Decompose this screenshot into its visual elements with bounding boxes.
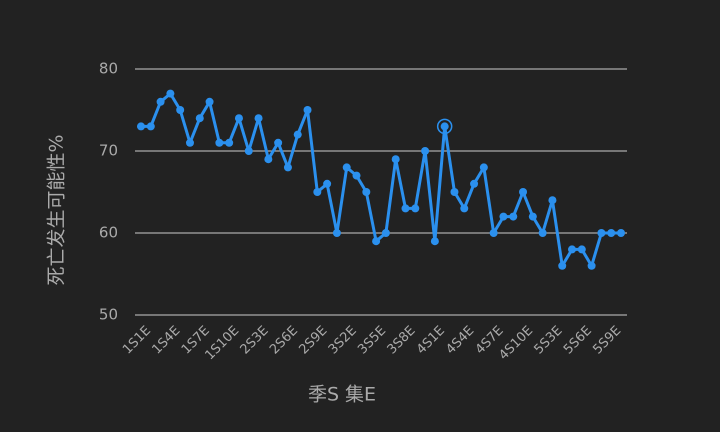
data-point	[607, 229, 616, 237]
data-point	[332, 229, 341, 237]
data-point	[421, 147, 430, 155]
data-point	[225, 138, 234, 147]
x-tick-label: 4S10E	[496, 323, 536, 363]
data-point	[176, 106, 185, 114]
data-point	[597, 229, 606, 237]
x-tick-label: 3S5E	[355, 323, 389, 357]
data-point	[323, 179, 332, 188]
data-point	[391, 155, 400, 164]
data-point	[430, 237, 439, 246]
data-point	[205, 97, 214, 106]
data-point	[479, 163, 488, 172]
x-axis-label: 季S 集E	[308, 384, 376, 406]
data-point	[411, 204, 420, 213]
data-point	[185, 138, 194, 147]
data-point	[381, 229, 390, 237]
data-point	[538, 229, 547, 237]
data-point	[548, 196, 557, 205]
data-point	[234, 114, 243, 123]
data-line	[141, 92, 621, 268]
data-point	[558, 261, 567, 270]
x-tick-label: 4S1E	[414, 323, 448, 357]
x-tick-label: 1S4E	[149, 323, 183, 357]
data-point	[313, 188, 322, 196]
y-tick-label: 70	[99, 142, 118, 160]
x-tick-label: 1S1E	[120, 323, 154, 357]
x-tick-label: 5S9E	[590, 323, 624, 357]
x-tick-label: 3S8E	[385, 323, 419, 357]
data-point	[362, 188, 371, 196]
data-point	[215, 138, 224, 147]
data-point	[303, 106, 312, 114]
data-point	[264, 155, 273, 164]
y-tick-label: 60	[99, 224, 118, 242]
y-tick-label: 80	[99, 60, 118, 78]
y-tick-label: 50	[99, 306, 118, 324]
data-point	[617, 229, 625, 237]
data-point	[195, 114, 204, 123]
data-point	[372, 237, 381, 246]
x-tick-label: 5S3E	[532, 323, 566, 357]
y-axis-label: 死亡发生可能性%	[46, 134, 68, 285]
x-tick-label: 2S3E	[238, 323, 272, 357]
data-point	[519, 188, 528, 196]
data-point	[509, 212, 518, 221]
x-tick-label: 3S2E	[326, 323, 360, 357]
data-point	[587, 261, 596, 270]
data-point	[352, 171, 361, 180]
data-point	[293, 130, 302, 139]
data-point	[342, 163, 351, 172]
data-point	[283, 163, 292, 172]
data-point	[254, 114, 263, 123]
data-point	[568, 245, 577, 254]
hover-ring	[436, 118, 453, 135]
data-point	[401, 204, 410, 213]
data-point	[528, 212, 537, 221]
data-point	[499, 212, 508, 221]
x-tick-label: 5S6E	[561, 323, 595, 357]
data-point	[244, 147, 253, 155]
data-point	[146, 122, 155, 131]
data-point	[440, 122, 449, 131]
data-point	[577, 245, 586, 254]
data-point	[489, 229, 498, 237]
data-point	[274, 138, 283, 147]
data-point	[470, 179, 479, 188]
x-tick-label: 1S10E	[202, 323, 242, 363]
data-point	[450, 188, 459, 196]
data-point	[460, 204, 469, 213]
data-point	[166, 89, 175, 98]
x-tick-label: 2S6E	[267, 323, 301, 357]
x-tick-label: 2S9E	[296, 323, 330, 357]
data-point	[156, 97, 165, 106]
x-tick-label: 4S4E	[443, 323, 477, 357]
data-point	[137, 122, 145, 131]
